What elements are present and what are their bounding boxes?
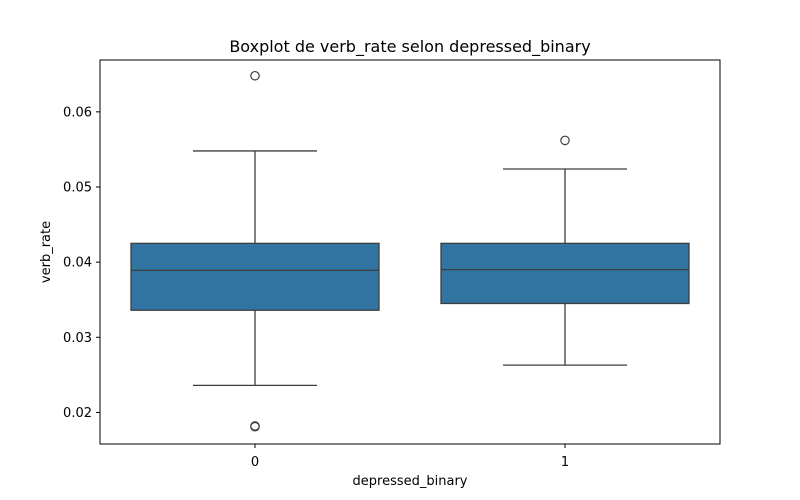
y-tick-label: 0.05 (63, 180, 92, 195)
y-tick-label: 0.03 (63, 331, 92, 346)
x-tick-label: 0 (251, 455, 259, 470)
x-axis-label: depressed_binary (353, 474, 468, 489)
y-tick-label: 0.02 (63, 406, 92, 421)
outlier-point (250, 421, 260, 431)
box-iqr (440, 242, 690, 305)
x-tick-label: 1 (561, 455, 569, 470)
axes-frame (99, 59, 721, 445)
plot-area (130, 70, 690, 432)
chart-title: Boxplot de verb_rate selon depressed_bin… (229, 37, 590, 57)
box-iqr (130, 242, 380, 311)
y-tick-label: 0.04 (63, 256, 92, 271)
outlier-point (250, 70, 260, 81)
y-axis-label: verb_rate (39, 221, 54, 283)
outlier-point (560, 135, 570, 146)
y-tick-label: 0.06 (63, 105, 92, 120)
